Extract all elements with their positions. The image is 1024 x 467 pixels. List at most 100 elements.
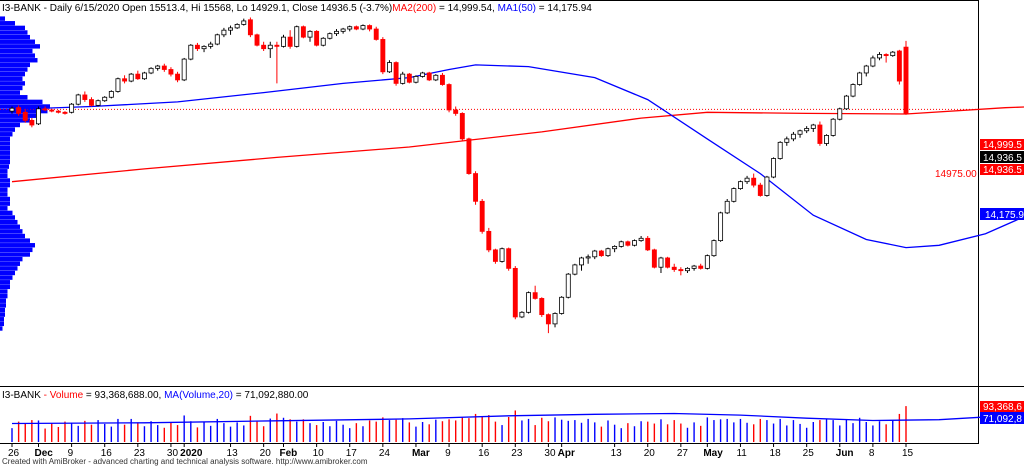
x-tick-label: 2020 <box>180 448 203 459</box>
volume-profile-bar <box>0 30 28 35</box>
volume-profile-bar <box>0 122 20 128</box>
x-tick-label: May <box>703 448 723 459</box>
volume-profile-bar <box>0 108 48 114</box>
candle-body <box>632 240 637 246</box>
close-price-tag <box>980 151 1024 163</box>
candle-body <box>665 257 671 268</box>
volume-profile-bar <box>0 118 30 123</box>
candle-body <box>122 78 128 82</box>
candle-body <box>247 19 253 36</box>
volume-profile-bar <box>0 178 10 183</box>
ma200-line <box>11 106 1024 183</box>
volume-profile-bar <box>0 326 3 331</box>
candle-body <box>757 184 763 196</box>
candle-body <box>545 314 551 325</box>
candle-body <box>214 34 220 45</box>
right-price-labels: 14,999.5 14,936.5 14,936.5 14975.00 14,1… <box>935 139 1024 425</box>
candle-body <box>135 73 141 80</box>
x-tick-label: 25 <box>803 448 815 459</box>
candle-body <box>651 249 657 268</box>
candle-body <box>896 50 902 82</box>
volume-profile-bar <box>0 71 25 77</box>
volume-profile-bar <box>0 25 25 31</box>
candle-body <box>340 28 346 32</box>
volume-profile-bar <box>0 53 35 58</box>
candle-body <box>658 257 664 268</box>
x-tick-label: 8 <box>869 448 875 459</box>
candle-body <box>685 267 690 272</box>
candle-body <box>194 44 200 50</box>
candle-body <box>373 28 379 40</box>
candle-body <box>413 76 419 83</box>
candle-body <box>254 34 260 46</box>
candle-body <box>877 54 882 59</box>
candle-body <box>274 44 280 47</box>
x-axis-ticks: 26 Dec 9 16 23 30 2020 13 20 Feb 10 17 24 Mar 9 16 23 30 A… <box>8 443 914 459</box>
ma50-path <box>11 64 1024 249</box>
volume-profile-bar <box>0 233 25 239</box>
candlesticks <box>9 17 909 334</box>
volume-profile-bar <box>0 196 10 202</box>
candle-body <box>843 95 849 110</box>
candle-body <box>711 240 717 257</box>
volume-profile-bar <box>0 159 10 165</box>
candle-body <box>49 109 55 112</box>
close-price-text: 14,936.5 <box>983 153 1022 164</box>
volume-profile-bar <box>0 21 15 26</box>
candle-body <box>420 72 426 77</box>
candle-body <box>519 311 525 318</box>
volume-profile-bar <box>0 113 40 118</box>
ma200-price-text: 14,999.5 <box>983 140 1022 151</box>
title-ma50-label: MA1(50) <box>498 3 536 14</box>
candle-body <box>691 265 697 269</box>
candle-body <box>499 248 505 262</box>
volume-profile-bar <box>0 62 30 68</box>
volume-profile-bar <box>0 164 9 169</box>
candle-body <box>393 62 399 84</box>
candle-body <box>201 45 207 50</box>
volume-profile-bar <box>0 206 8 211</box>
candle-body <box>764 176 770 196</box>
candle-body <box>9 107 15 112</box>
x-tick-label: 15 <box>902 448 914 459</box>
candle-body <box>512 267 518 318</box>
close-price-text-2: 14,936.5 <box>983 165 1022 176</box>
volume-profile-bar <box>0 256 23 262</box>
volume-profile-bar <box>0 284 10 290</box>
volume-profile-bar <box>0 90 20 95</box>
volume-profile-bar <box>0 252 30 257</box>
candle-body <box>486 230 492 251</box>
candle-body <box>777 141 783 159</box>
candle-body <box>42 108 48 111</box>
candle-body <box>532 292 538 299</box>
x-tick-label: 23 <box>134 448 146 459</box>
candle-body <box>234 24 240 29</box>
ma200-path <box>11 106 1024 183</box>
candle-body <box>479 200 485 232</box>
volume-ma-tag-text: 71,092,8 <box>983 414 1022 425</box>
candle-body <box>612 246 618 250</box>
volume-profile-bar <box>0 298 6 303</box>
candle-body <box>287 36 293 47</box>
candle-body <box>539 298 545 316</box>
volume-profile-bar <box>0 303 6 308</box>
x-tick-label: 23 <box>511 448 523 459</box>
candle-body <box>579 257 584 266</box>
candle-body <box>320 37 326 46</box>
vol-title-symbol: I3-BANK <box>2 390 41 401</box>
x-tick-label: 9 <box>445 448 451 459</box>
candle-body <box>181 58 187 81</box>
volume-tag-text: 93,368,6 <box>983 402 1022 413</box>
vol-title-volume: - Volume <box>41 390 84 401</box>
candle-body <box>565 273 571 298</box>
x-tick-label: 10 <box>313 448 325 459</box>
candle-body <box>824 135 829 144</box>
candle-body <box>353 26 359 30</box>
candle-body <box>188 44 194 60</box>
x-tick-label: 16 <box>101 448 113 459</box>
candle-body <box>797 130 803 135</box>
volume-profile-bar <box>0 275 13 280</box>
volume-profile-bar <box>0 127 15 132</box>
x-tick-label: 27 <box>677 448 689 459</box>
